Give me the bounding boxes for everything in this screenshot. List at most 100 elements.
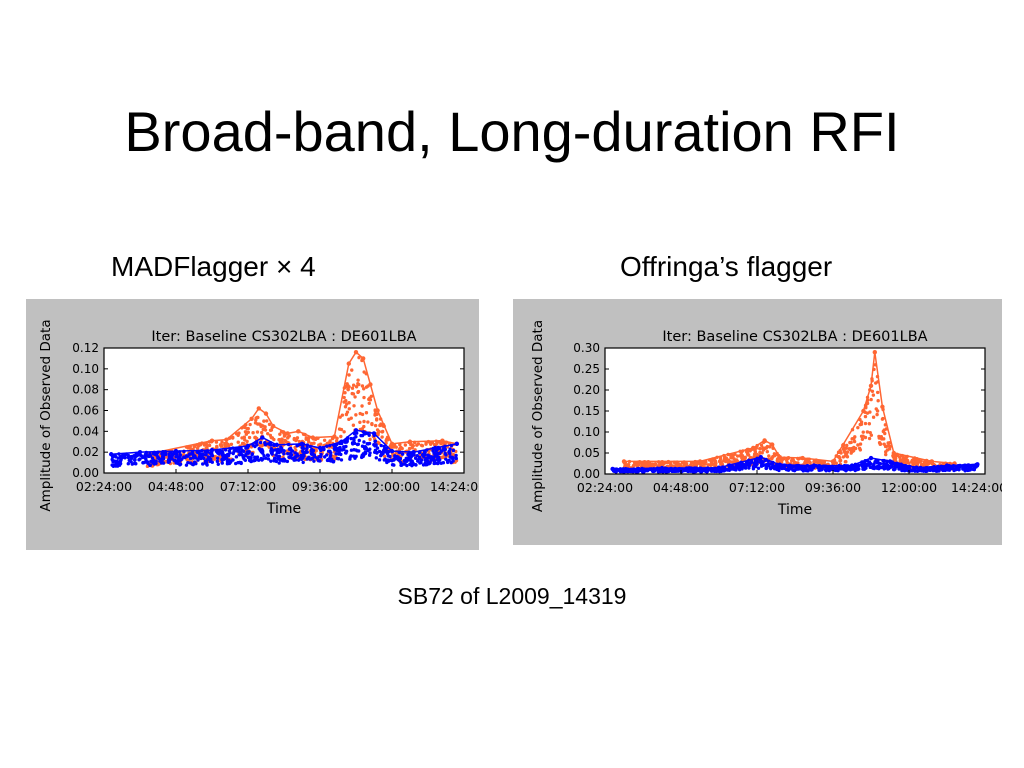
- series-0-cloud-dot: [872, 367, 876, 372]
- series-1-cloud-dot: [705, 469, 709, 474]
- series-1-cloud-dot: [334, 452, 338, 456]
- series-1-cloud-dot: [215, 459, 220, 464]
- series-1-cloud-dot: [764, 457, 768, 462]
- x-tick-label: 07:12:00: [220, 479, 276, 494]
- series-1-cloud-dot: [431, 446, 435, 451]
- series-1-cloud-dot: [426, 459, 430, 464]
- y-axis-label: Amplitude of Observed Data: [38, 319, 54, 511]
- series-1-cloud-dot: [915, 469, 920, 473]
- series-0-cloud-dot: [865, 398, 870, 402]
- series-1-cloud-dot: [110, 457, 114, 462]
- series-1-cloud-dot: [293, 451, 297, 455]
- series-1-cloud-dot: [872, 462, 876, 466]
- y-tick-label: 0.00: [573, 467, 600, 481]
- x-tick-label: 09:36:00: [292, 479, 348, 494]
- series-0-cloud-dot: [373, 409, 377, 413]
- series-1-cloud-dot: [119, 457, 123, 462]
- series-1-cloud-dot: [210, 460, 214, 464]
- series-1-cloud-dot: [304, 446, 309, 451]
- series-1-cloud-dot: [733, 467, 737, 472]
- series-1-cloud-dot: [958, 463, 962, 468]
- series-1-cloud-dot: [226, 461, 231, 465]
- series-0-cloud-dot: [888, 444, 892, 449]
- series-0-cloud-dot: [792, 461, 797, 465]
- madflagger-plot-panel: 0.00 0.02 0.04 0.06 0.08 0.10 0.12 02:24:00 04:4…: [26, 299, 479, 550]
- series-1-cloud-dot: [269, 446, 274, 451]
- series-1-cloud-dot: [231, 458, 235, 462]
- series-0-cloud-dot: [863, 435, 868, 440]
- series-1-cloud-dot: [282, 452, 286, 456]
- series-0-cloud-dot: [644, 464, 649, 469]
- series-0-cloud-dot: [269, 435, 273, 440]
- series-1-cloud-dot: [436, 451, 441, 456]
- series-1-cloud-dot: [367, 453, 372, 457]
- series-0-cloud-dot: [843, 460, 848, 464]
- series-1-cloud-dot: [282, 459, 287, 463]
- series-1-cloud-dot: [312, 453, 317, 457]
- y-tick-label: 0.05: [573, 446, 600, 460]
- series-1-cloud-dot: [712, 469, 717, 474]
- series-0-cloud-dot: [412, 440, 417, 445]
- series-0-cloud-dot: [682, 460, 686, 464]
- series-0-cloud-dot: [231, 435, 235, 440]
- series-1-cloud-dot: [443, 444, 447, 449]
- series-1-cloud-dot: [375, 450, 379, 455]
- series-1-cloud-dot: [117, 452, 121, 456]
- series-1-cloud-dot: [305, 457, 309, 461]
- series-0-cloud-dot: [873, 363, 878, 367]
- y-tick-label: 0.30: [573, 341, 600, 355]
- series-0-cloud-dot: [382, 454, 387, 459]
- series-0-cloud-dot: [849, 449, 854, 453]
- series-1-cloud-dot: [782, 466, 786, 471]
- series-0-cloud-dot: [364, 411, 369, 415]
- series-1-cloud-dot: [301, 446, 306, 451]
- series-0-cloud-dot: [767, 454, 771, 458]
- series-0-cloud-dot: [856, 443, 860, 447]
- series-0-cloud-dot: [247, 435, 252, 440]
- series-0-cloud-dot: [398, 446, 402, 451]
- series-0-cloud-dot: [740, 454, 745, 458]
- series-0-cloud-dot: [735, 454, 740, 458]
- series-0-point: [872, 350, 877, 355]
- series-1-cloud-dot: [325, 444, 329, 448]
- series-0-cloud-dot: [626, 464, 631, 469]
- y-tick-label: 0.06: [72, 404, 99, 418]
- series-0-cloud-dot: [730, 460, 734, 464]
- series-0-cloud-dot: [904, 455, 908, 459]
- series-1-cloud: [611, 456, 980, 474]
- series-1-cloud-dot: [373, 444, 377, 448]
- series-1-cloud-dot: [356, 449, 361, 453]
- series-1-cloud-dot: [445, 459, 450, 463]
- series-0-cloud-dot: [246, 430, 251, 435]
- series-1-cloud-dot: [379, 443, 383, 448]
- series-0-cloud-dot: [367, 401, 371, 405]
- series-1-cloud-dot: [374, 456, 378, 460]
- series-1-cloud-dot: [232, 449, 236, 454]
- series-1-cloud-dot: [361, 452, 366, 456]
- y-tick-label: 0.10: [72, 362, 99, 376]
- series-1-cloud-dot: [434, 461, 438, 465]
- series-1-cloud-dot: [234, 455, 239, 459]
- series-1-cloud-dot: [895, 463, 899, 467]
- series-1-cloud-dot: [406, 458, 411, 462]
- series-0-cloud-dot: [759, 443, 764, 447]
- series-0-cloud-dot: [745, 447, 750, 452]
- series-1-cloud-dot: [285, 451, 290, 456]
- y-tick-label: 0.00: [72, 466, 99, 480]
- series-1-cloud-dot: [829, 465, 833, 469]
- series-1-cloud-dot: [328, 443, 332, 448]
- series-0-cloud-dot: [328, 439, 332, 443]
- series-1-cloud-dot: [331, 443, 336, 447]
- series-1-cloud-dot: [140, 454, 144, 458]
- series-0-cloud-dot: [785, 458, 789, 463]
- series-0-cloud-dot: [661, 462, 666, 466]
- series-0-cloud-dot: [312, 441, 316, 445]
- series-0-cloud-dot: [255, 430, 260, 434]
- series-1-cloud-dot: [739, 460, 743, 465]
- x-tick-label: 02:24:00: [76, 479, 132, 494]
- series-0-cloud-dot: [444, 440, 449, 444]
- series-1-cloud-dot: [352, 436, 356, 441]
- series-1-cloud-dot: [801, 469, 806, 473]
- series-1-cloud-dot: [693, 469, 697, 474]
- series-0-cloud-dot: [796, 456, 800, 461]
